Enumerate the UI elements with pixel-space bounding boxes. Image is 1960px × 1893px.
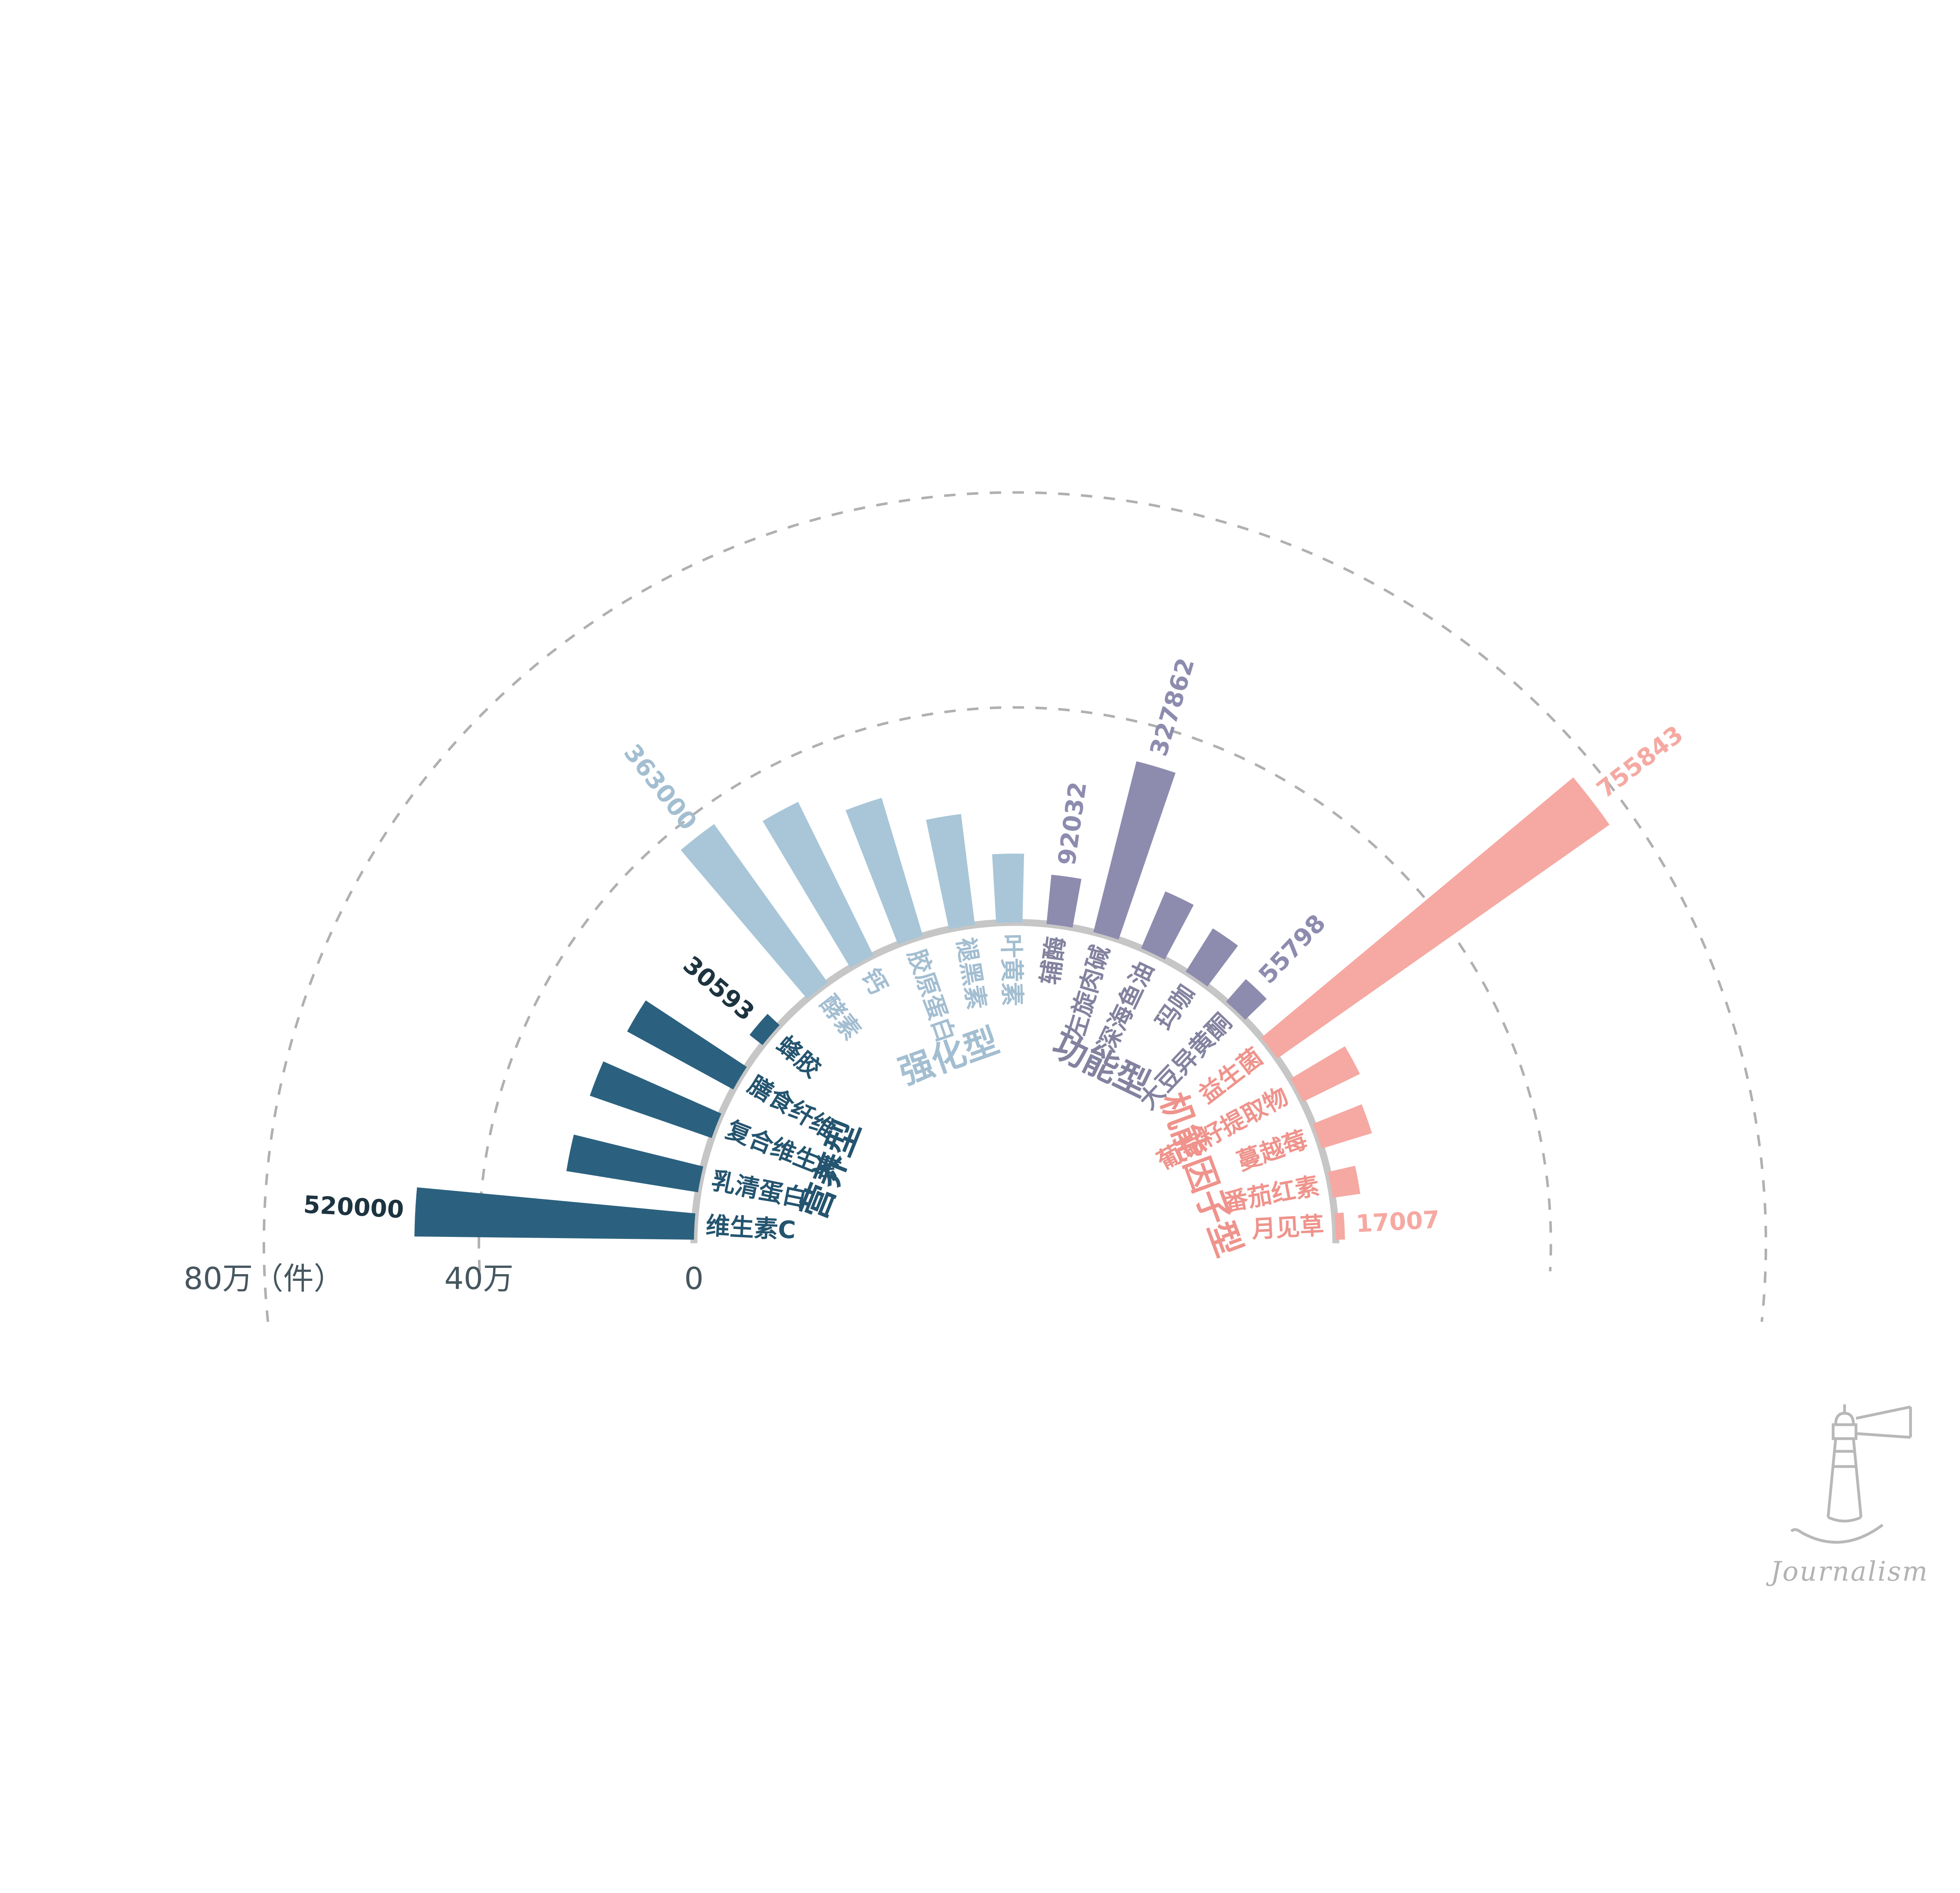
lighthouse-icon xyxy=(1827,1516,1862,1523)
lighthouse-icon xyxy=(1856,1432,1911,1439)
bar xyxy=(926,814,975,929)
bar xyxy=(1185,928,1238,987)
axis-tick-label: 0 xyxy=(684,1261,704,1296)
bar xyxy=(1334,1212,1345,1240)
item-label: 酵素 xyxy=(815,990,866,1045)
journalism-watermark: Journalism xyxy=(1766,1404,1929,1587)
bar xyxy=(566,1134,704,1193)
value-label: 30593 xyxy=(678,951,760,1026)
item-label: 辅酶 xyxy=(1036,935,1070,986)
bar xyxy=(627,1000,747,1090)
item-label: 蔓越莓 xyxy=(1234,1126,1311,1176)
value-label: 92032 xyxy=(1053,780,1092,867)
lighthouse-icon xyxy=(1831,1423,1858,1440)
grid-arc xyxy=(262,491,1768,1322)
item-label: 维生素C xyxy=(705,1212,797,1244)
item-label: 玛咖 xyxy=(1151,979,1201,1035)
bar xyxy=(1312,1104,1372,1149)
item-label: 月见草 xyxy=(1251,1212,1325,1244)
bar xyxy=(1046,874,1082,928)
bar xyxy=(762,801,874,968)
item-label: 胶原蛋白 xyxy=(902,946,960,1046)
item-label: 钙 xyxy=(856,964,892,999)
value-label: 327862 xyxy=(1145,655,1200,759)
bar xyxy=(590,1061,722,1138)
value-label: 520000 xyxy=(303,1191,405,1224)
bar xyxy=(1290,1046,1360,1102)
bar xyxy=(1141,891,1194,960)
value-label: 755843 xyxy=(1592,720,1688,804)
value-label: 17007 xyxy=(1355,1206,1440,1238)
lighthouse-icon xyxy=(1834,1412,1855,1425)
item-label: 乳清蛋白 xyxy=(709,1167,809,1213)
bar xyxy=(1093,761,1176,940)
axis-tick-label: 80万（件） xyxy=(183,1261,344,1296)
axis-tick-label: 40万 xyxy=(444,1261,513,1296)
bar xyxy=(846,798,923,945)
bar xyxy=(414,1187,695,1240)
bar xyxy=(681,824,828,999)
value-label: 55798 xyxy=(1253,909,1331,989)
bar xyxy=(750,1014,780,1045)
lighthouse-icon xyxy=(1800,1523,1884,1544)
item-label: 番茄红素 xyxy=(1222,1172,1322,1217)
bar xyxy=(1261,777,1610,1059)
grid-arc xyxy=(477,706,1552,1272)
lighthouse-icon xyxy=(1855,1405,1911,1420)
bar xyxy=(992,853,1024,923)
watermark-text: Journalism xyxy=(1766,1556,1929,1587)
bar xyxy=(1328,1166,1361,1198)
lighthouse-icon xyxy=(1790,1528,1802,1534)
bar xyxy=(1226,979,1267,1020)
inner-rim-arc xyxy=(690,919,1339,1244)
item-label: 蜂胶 xyxy=(771,1031,826,1083)
item-label: 褪黑素 xyxy=(951,936,991,1012)
value-label: 363000 xyxy=(618,739,702,836)
item-label: 叶黄素 xyxy=(997,934,1026,1006)
